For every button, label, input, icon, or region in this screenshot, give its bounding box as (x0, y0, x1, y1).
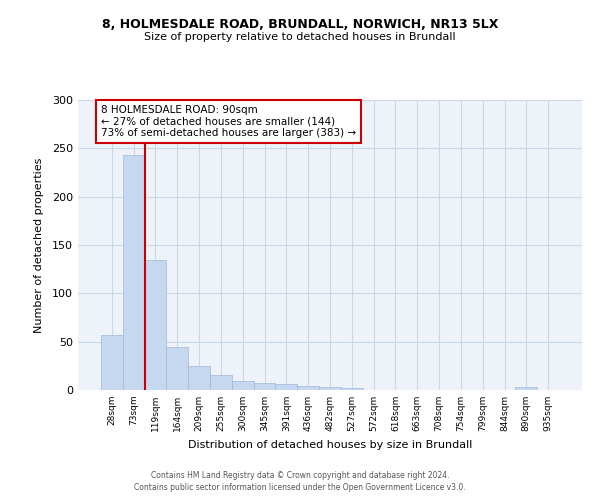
Bar (101, 335, 123, 390)
Text: Size of property relative to detached houses in Brundall: Size of property relative to detached ho… (144, 32, 456, 42)
Bar (123, 155, 145, 390)
X-axis label: Distribution of detached houses by size in Brundall: Distribution of detached houses by size … (188, 440, 472, 450)
Text: Contains public sector information licensed under the Open Government Licence v3: Contains public sector information licen… (134, 484, 466, 492)
Text: 8 HOLMESDALE ROAD: 90sqm
← 27% of detached houses are smaller (144)
73% of semi-: 8 HOLMESDALE ROAD: 90sqm ← 27% of detach… (101, 105, 356, 138)
Bar (254, 383, 275, 390)
Bar (166, 348, 188, 390)
Bar (232, 382, 254, 390)
Bar (145, 260, 166, 390)
Text: Contains HM Land Registry data © Crown copyright and database right 2024.: Contains HM Land Registry data © Crown c… (151, 471, 449, 480)
Bar (275, 384, 297, 390)
Bar (341, 388, 363, 390)
Bar (188, 366, 210, 390)
Bar (319, 387, 341, 390)
Bar (297, 386, 319, 390)
Bar (515, 387, 537, 390)
Text: 8, HOLMESDALE ROAD, BRUNDALL, NORWICH, NR13 5LX: 8, HOLMESDALE ROAD, BRUNDALL, NORWICH, N… (102, 18, 498, 30)
Bar (210, 374, 232, 390)
Y-axis label: Number of detached properties: Number of detached properties (34, 158, 44, 332)
